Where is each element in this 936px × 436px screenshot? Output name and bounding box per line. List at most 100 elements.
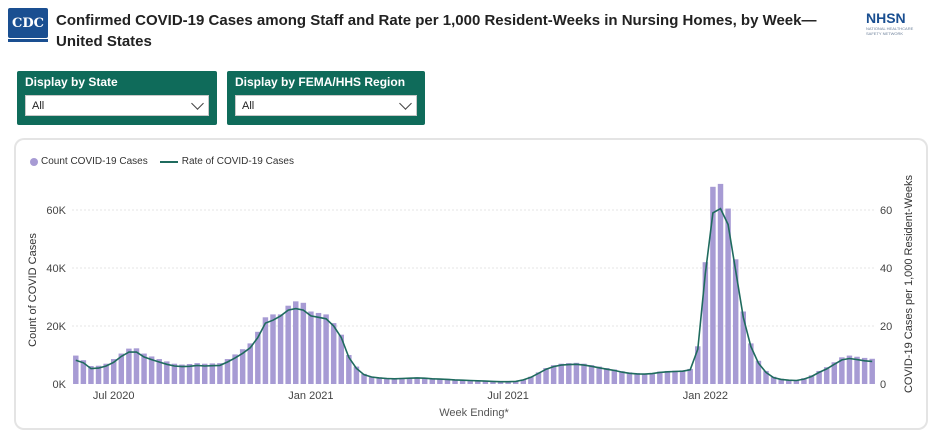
count-bar[interactable]	[459, 379, 466, 384]
count-bar[interactable]	[376, 377, 382, 384]
count-bar[interactable]	[619, 371, 625, 384]
count-bar[interactable]	[543, 368, 549, 384]
count-bar[interactable]	[573, 362, 580, 384]
count-bar[interactable]	[353, 366, 360, 384]
count-bar[interactable]	[406, 377, 413, 384]
count-bar[interactable]	[399, 377, 405, 384]
count-bar[interactable]	[687, 368, 693, 384]
count-bar[interactable]	[497, 381, 504, 384]
count-bar[interactable]	[679, 370, 686, 384]
count-bar[interactable]	[239, 349, 246, 384]
count-bar[interactable]	[361, 373, 367, 384]
count-bar[interactable]	[512, 381, 519, 384]
count-bar[interactable]	[164, 361, 170, 384]
count-bar[interactable]	[110, 359, 117, 384]
count-bar[interactable]	[414, 377, 420, 384]
count-bar[interactable]	[748, 343, 754, 384]
count-bar[interactable]	[232, 354, 238, 384]
count-bar[interactable]	[717, 183, 724, 384]
count-bar[interactable]	[763, 370, 769, 384]
count-bar[interactable]	[293, 301, 299, 384]
count-bar[interactable]	[194, 363, 200, 384]
count-bar[interactable]	[270, 314, 276, 384]
count-bar[interactable]	[330, 323, 337, 384]
count-bar[interactable]	[156, 359, 162, 384]
count-bar[interactable]	[846, 355, 853, 384]
count-bar[interactable]	[664, 370, 671, 384]
count-bar[interactable]	[657, 371, 663, 384]
count-bar[interactable]	[725, 208, 731, 384]
count-bar[interactable]	[596, 366, 602, 384]
count-bar[interactable]	[133, 348, 140, 384]
count-bar[interactable]	[528, 376, 534, 384]
count-bar[interactable]	[702, 262, 709, 384]
count-bar[interactable]	[839, 357, 845, 384]
count-bar[interactable]	[315, 312, 322, 384]
count-bar[interactable]	[338, 334, 344, 384]
count-bar[interactable]	[861, 357, 868, 384]
count-bar[interactable]	[224, 359, 231, 384]
count-bar[interactable]	[368, 376, 375, 384]
count-bar[interactable]	[209, 363, 216, 384]
count-bar[interactable]	[695, 346, 701, 384]
count-bar[interactable]	[740, 311, 746, 385]
count-bar[interactable]	[793, 379, 800, 384]
count-bar[interactable]	[73, 355, 79, 384]
count-bar[interactable]	[550, 365, 557, 384]
count-bar[interactable]	[801, 378, 807, 384]
count-bar[interactable]	[558, 363, 564, 384]
count-bar[interactable]	[285, 305, 291, 384]
count-bar[interactable]	[80, 360, 87, 384]
region-select[interactable]: All	[235, 95, 417, 116]
count-bar[interactable]	[429, 378, 436, 384]
state-select[interactable]: All	[25, 95, 209, 116]
count-bar[interactable]	[467, 380, 473, 384]
count-bar[interactable]	[588, 365, 595, 384]
count-bar[interactable]	[444, 378, 451, 384]
count-bar[interactable]	[831, 362, 838, 384]
count-bar[interactable]	[126, 348, 132, 384]
count-bar[interactable]	[816, 370, 822, 384]
count-bar[interactable]	[300, 302, 307, 384]
count-bar[interactable]	[88, 366, 94, 384]
count-bar[interactable]	[770, 376, 777, 384]
count-bar[interactable]	[482, 380, 489, 384]
count-bar[interactable]	[421, 377, 428, 384]
count-bar[interactable]	[634, 372, 640, 384]
count-bar[interactable]	[823, 367, 830, 384]
count-bar[interactable]	[186, 363, 193, 384]
count-bar[interactable]	[535, 372, 542, 384]
count-bar[interactable]	[611, 369, 618, 385]
count-bar[interactable]	[732, 259, 739, 384]
count-bar[interactable]	[179, 364, 185, 384]
count-bar[interactable]	[786, 379, 792, 384]
count-bar[interactable]	[118, 353, 125, 384]
count-bar[interactable]	[391, 378, 398, 384]
count-bar[interactable]	[710, 186, 716, 384]
count-bar[interactable]	[384, 377, 390, 384]
count-bar[interactable]	[566, 363, 572, 384]
count-bar[interactable]	[247, 343, 253, 384]
count-bar[interactable]	[217, 363, 223, 384]
count-bar[interactable]	[869, 358, 875, 384]
count-bar[interactable]	[581, 363, 587, 384]
count-bar[interactable]	[641, 373, 648, 384]
count-bar[interactable]	[672, 370, 678, 384]
count-bar[interactable]	[255, 331, 261, 384]
count-bar[interactable]	[277, 314, 284, 384]
count-bar[interactable]	[202, 363, 208, 384]
count-bar[interactable]	[308, 311, 314, 385]
count-bar[interactable]	[778, 378, 784, 384]
count-bar[interactable]	[141, 353, 147, 384]
count-bar[interactable]	[649, 372, 655, 384]
count-bar[interactable]	[171, 363, 178, 384]
count-bar[interactable]	[346, 355, 352, 384]
count-bar[interactable]	[626, 372, 633, 384]
count-bar[interactable]	[148, 356, 155, 384]
count-bar[interactable]	[808, 375, 815, 384]
count-bar[interactable]	[490, 381, 496, 384]
count-bar[interactable]	[604, 368, 610, 384]
count-bar[interactable]	[475, 380, 481, 384]
count-bar[interactable]	[323, 314, 329, 384]
count-bar[interactable]	[854, 356, 860, 384]
